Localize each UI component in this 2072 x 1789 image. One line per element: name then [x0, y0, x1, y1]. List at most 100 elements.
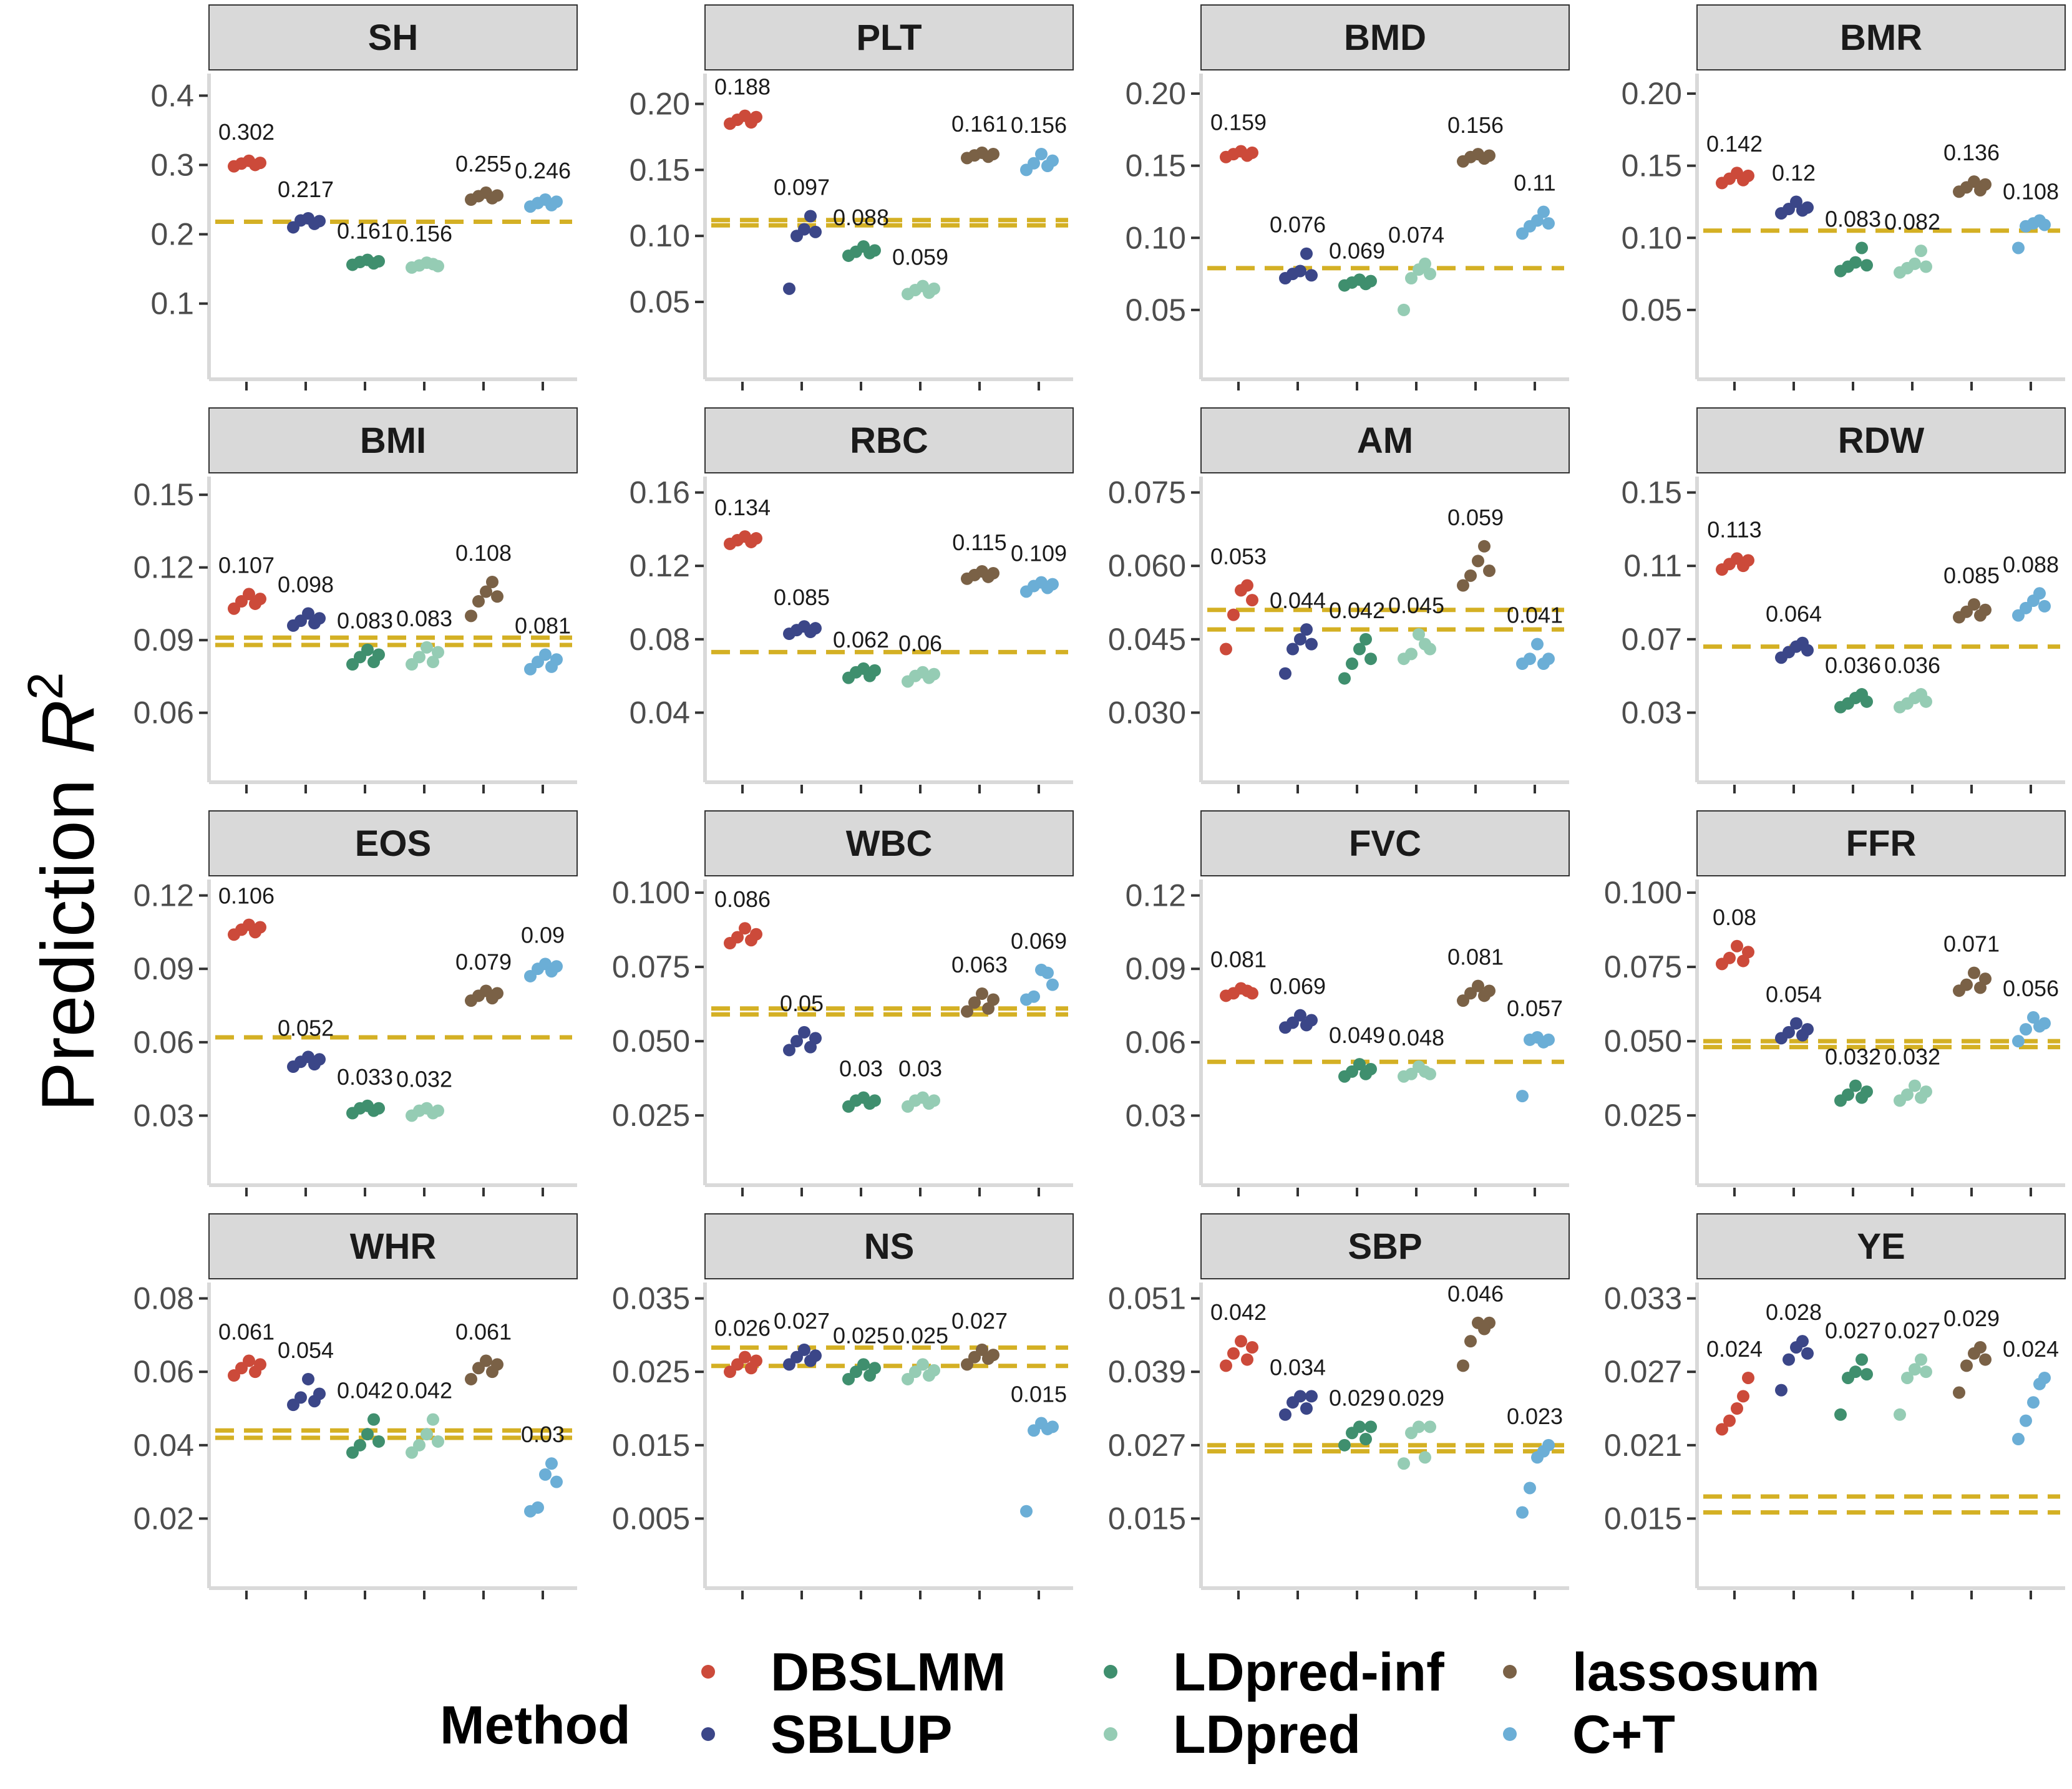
strip-title: FVC [1349, 823, 1421, 864]
point-dbslmm [1235, 1335, 1247, 1348]
point-sblup [1279, 667, 1291, 680]
point-sblup [798, 1025, 810, 1039]
point-c-t [1531, 638, 1544, 651]
strip-title: NS [864, 1226, 915, 1267]
point-sblup [809, 622, 822, 635]
point-sblup [313, 1387, 326, 1400]
legend-item-c-t: C+T [1503, 1705, 1675, 1765]
y-tick-label: 0.12 [1126, 878, 1186, 913]
data-label-lassosum: 0.027 [951, 1308, 1008, 1334]
strip-background [208, 1213, 578, 1279]
point-c-t [1046, 578, 1059, 591]
point-ldpred [1915, 1353, 1927, 1366]
legend-item-ldpred: LDpred [1104, 1705, 1361, 1765]
legend-label: DBSLMM [771, 1642, 1006, 1702]
y-tick-label: 0.1 [150, 286, 194, 321]
point-sblup [790, 1035, 803, 1048]
point-c-t [1046, 978, 1059, 991]
point-c-t [1531, 214, 1544, 227]
point-ldpred-inf [1849, 1365, 1862, 1379]
point-sblup [783, 282, 795, 295]
point-ldpred [1424, 642, 1436, 656]
point-ldpred-inf [1849, 256, 1862, 269]
strip-background [1200, 407, 1570, 473]
point-lassosum [1953, 1386, 1965, 1399]
point-lassosum [1464, 569, 1477, 582]
y-tick-label: 0.06 [1126, 1025, 1186, 1060]
data-label-lassosum: 0.029 [1943, 1306, 2000, 1331]
data-label-lassosum: 0.059 [1447, 505, 1504, 530]
y-tick-label: 0.050 [612, 1024, 690, 1059]
y-tick-label: 0.3 [150, 147, 194, 182]
data-label-ldpred-inf: 0.03 [839, 1056, 883, 1082]
data-label-ldpred: 0.083 [396, 606, 452, 631]
strip-title: WHR [350, 1226, 437, 1267]
point-c-t [1028, 990, 1040, 1003]
point-ldpred [928, 667, 940, 681]
point-lassosum [1483, 565, 1496, 578]
point-sblup [313, 1053, 326, 1066]
y-tick-label: 0.05 [630, 284, 690, 319]
data-label-sblup: 0.05 [780, 991, 824, 1016]
point-c-t [550, 1475, 563, 1488]
strip-title: YE [1857, 1226, 1905, 1267]
y-tick-label: 0.06 [134, 1025, 194, 1060]
legend-label: LDpred [1173, 1705, 1361, 1765]
point-lassosum [491, 987, 503, 1000]
point-sblup [1300, 623, 1313, 636]
point-dbslmm [731, 931, 744, 944]
point-c-t [1020, 1505, 1033, 1518]
data-label-c-t: 0.246 [515, 158, 571, 183]
y-tick-label: 0.015 [1604, 1501, 1682, 1536]
legend-key-c-t [1503, 1727, 1517, 1741]
point-lassosum [1478, 540, 1491, 553]
legend-label: lassosum [1572, 1642, 1820, 1702]
data-label-dbslmm: 0.081 [1210, 947, 1267, 972]
data-label-ldpred: 0.03 [898, 1056, 942, 1082]
point-dbslmm [254, 157, 266, 170]
data-label-sblup: 0.054 [278, 1337, 334, 1363]
point-ldpred [1398, 1457, 1410, 1470]
point-sblup [1790, 195, 1802, 208]
point-dbslmm [254, 593, 266, 606]
data-label-ldpred-inf: 0.161 [337, 218, 393, 244]
y-tick-label: 0.03 [134, 1098, 194, 1133]
point-ldpred-inf [1834, 1408, 1847, 1421]
point-ldpred [1920, 1365, 1932, 1379]
point-ldpred-inf [372, 255, 385, 268]
point-lassosum [1968, 598, 1980, 611]
point-c-t [1046, 154, 1059, 167]
point-ldpred-inf [372, 648, 385, 661]
point-lassosum [491, 1358, 503, 1371]
point-ldpred-inf [1338, 672, 1351, 685]
point-sblup [1801, 1347, 1814, 1360]
y-tick-label: 0.005 [612, 1501, 690, 1536]
point-ldpred [1894, 1408, 1906, 1421]
point-ldpred [928, 1364, 940, 1377]
data-label-ldpred-inf: 0.025 [833, 1322, 889, 1348]
y-tick-label: 0.027 [1108, 1428, 1186, 1463]
point-c-t [1537, 205, 1550, 218]
point-dbslmm [1246, 1341, 1258, 1354]
point-dbslmm [1227, 608, 1240, 621]
point-lassosum [987, 566, 1000, 579]
point-ldpred-inf [1856, 1353, 1868, 1366]
y-tick-label: 0.100 [1604, 875, 1682, 910]
point-dbslmm [1246, 594, 1258, 607]
point-ldpred-inf [372, 1435, 385, 1448]
point-ldpred [427, 656, 439, 669]
point-c-t [2012, 1035, 2025, 1048]
point-c-t [550, 195, 563, 208]
data-label-lassosum: 0.061 [455, 1319, 512, 1345]
point-lassosum [1979, 972, 1992, 986]
data-label-sblup: 0.052 [278, 1015, 334, 1040]
point-dbslmm [1737, 1390, 1749, 1403]
y-tick-label: 0.015 [612, 1428, 690, 1463]
panel-wbc: WBC 0.025 0.050 0.075 0.100 0.086 0.05 0.03 0.03… [612, 810, 1074, 1196]
point-c-t [2038, 218, 2051, 231]
data-label-ldpred: 0.074 [1388, 222, 1444, 248]
y-tick-label: 0.09 [134, 623, 194, 657]
point-lassosum [1464, 1335, 1477, 1348]
data-label-dbslmm: 0.159 [1210, 110, 1267, 135]
